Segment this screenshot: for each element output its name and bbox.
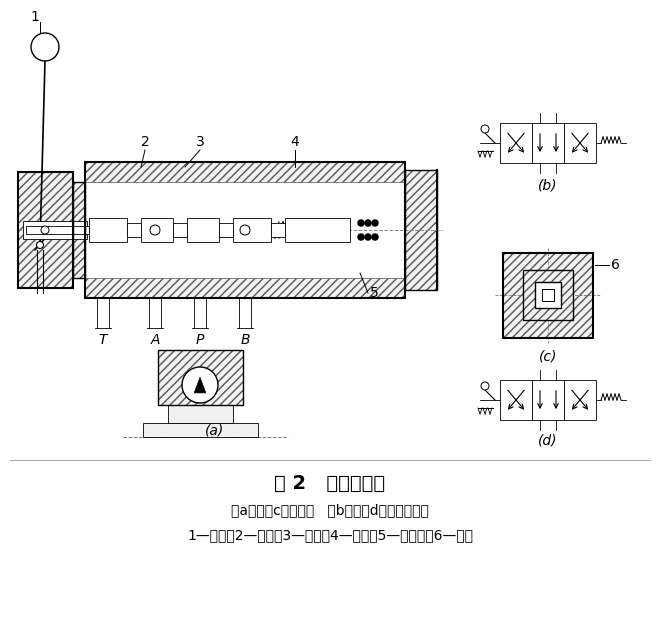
Bar bbox=[535, 282, 561, 308]
Bar bbox=[503, 253, 593, 338]
Circle shape bbox=[358, 233, 364, 240]
Text: P: P bbox=[196, 333, 204, 347]
Bar bbox=[85, 162, 405, 298]
Circle shape bbox=[481, 382, 489, 390]
Circle shape bbox=[31, 33, 59, 61]
Bar bbox=[271, 223, 285, 237]
Text: (d): (d) bbox=[539, 433, 558, 447]
Bar bbox=[564, 123, 596, 163]
Text: 1: 1 bbox=[30, 10, 40, 24]
Bar bbox=[23, 221, 87, 239]
Circle shape bbox=[364, 233, 372, 240]
Bar bbox=[503, 253, 593, 338]
Bar bbox=[405, 170, 437, 290]
Text: (b): (b) bbox=[539, 178, 558, 192]
Bar bbox=[532, 380, 564, 420]
Text: 4: 4 bbox=[290, 135, 300, 149]
Text: B: B bbox=[240, 333, 249, 347]
Bar bbox=[542, 289, 554, 301]
Bar bbox=[73, 182, 85, 278]
Bar bbox=[85, 162, 405, 182]
Text: (c): (c) bbox=[539, 349, 557, 363]
Text: （a）、（c）结构图   （b）、（d）职能符号图: （a）、（c）结构图 （b）、（d）职能符号图 bbox=[231, 503, 429, 517]
Bar bbox=[143, 423, 258, 437]
Circle shape bbox=[36, 242, 44, 249]
Bar bbox=[532, 123, 564, 163]
Bar bbox=[89, 218, 127, 242]
Bar bbox=[285, 218, 350, 242]
Bar bbox=[26, 226, 89, 234]
Circle shape bbox=[240, 225, 250, 235]
Text: 2: 2 bbox=[141, 135, 149, 149]
Text: 3: 3 bbox=[195, 135, 205, 149]
Bar bbox=[500, 123, 532, 163]
Bar bbox=[405, 170, 437, 290]
Bar bbox=[73, 182, 85, 278]
Bar bbox=[141, 218, 173, 242]
Circle shape bbox=[150, 225, 160, 235]
Bar bbox=[523, 270, 573, 320]
Text: 图 2   手动换向阀: 图 2 手动换向阀 bbox=[275, 474, 385, 492]
Bar bbox=[18, 172, 73, 288]
Bar bbox=[158, 350, 243, 405]
Bar bbox=[500, 380, 532, 420]
Text: 6: 6 bbox=[610, 258, 620, 272]
Text: (a): (a) bbox=[205, 423, 224, 437]
Bar bbox=[219, 223, 233, 237]
Circle shape bbox=[358, 219, 364, 226]
Bar bbox=[127, 223, 141, 237]
Bar bbox=[18, 172, 73, 288]
Circle shape bbox=[481, 125, 489, 133]
Text: 1—手柄；2—阀芯；3—阀体；4—弹簧；5—定位套；6—锂球: 1—手柄；2—阀芯；3—阀体；4—弹簧；5—定位套；6—锂球 bbox=[187, 528, 473, 542]
Text: 5: 5 bbox=[370, 286, 379, 300]
Bar bbox=[187, 218, 219, 242]
Bar bbox=[173, 223, 187, 237]
Bar bbox=[523, 270, 573, 320]
Circle shape bbox=[372, 233, 378, 240]
Bar bbox=[233, 218, 271, 242]
Bar bbox=[158, 350, 243, 405]
Circle shape bbox=[41, 226, 49, 234]
Bar bbox=[168, 405, 233, 423]
Text: T: T bbox=[99, 333, 108, 347]
Bar bbox=[564, 380, 596, 420]
Circle shape bbox=[372, 219, 378, 226]
Polygon shape bbox=[194, 377, 206, 393]
Bar bbox=[85, 278, 405, 298]
Circle shape bbox=[364, 219, 372, 226]
Text: A: A bbox=[150, 333, 160, 347]
Circle shape bbox=[182, 367, 218, 403]
